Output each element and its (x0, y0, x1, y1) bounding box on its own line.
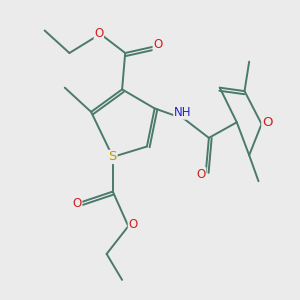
Text: S: S (109, 150, 117, 164)
Text: O: O (73, 197, 82, 210)
Text: NH: NH (174, 106, 191, 119)
Text: O: O (153, 38, 162, 51)
Text: O: O (196, 168, 206, 181)
Text: O: O (262, 116, 272, 129)
Text: O: O (94, 27, 104, 40)
Text: O: O (128, 218, 138, 231)
